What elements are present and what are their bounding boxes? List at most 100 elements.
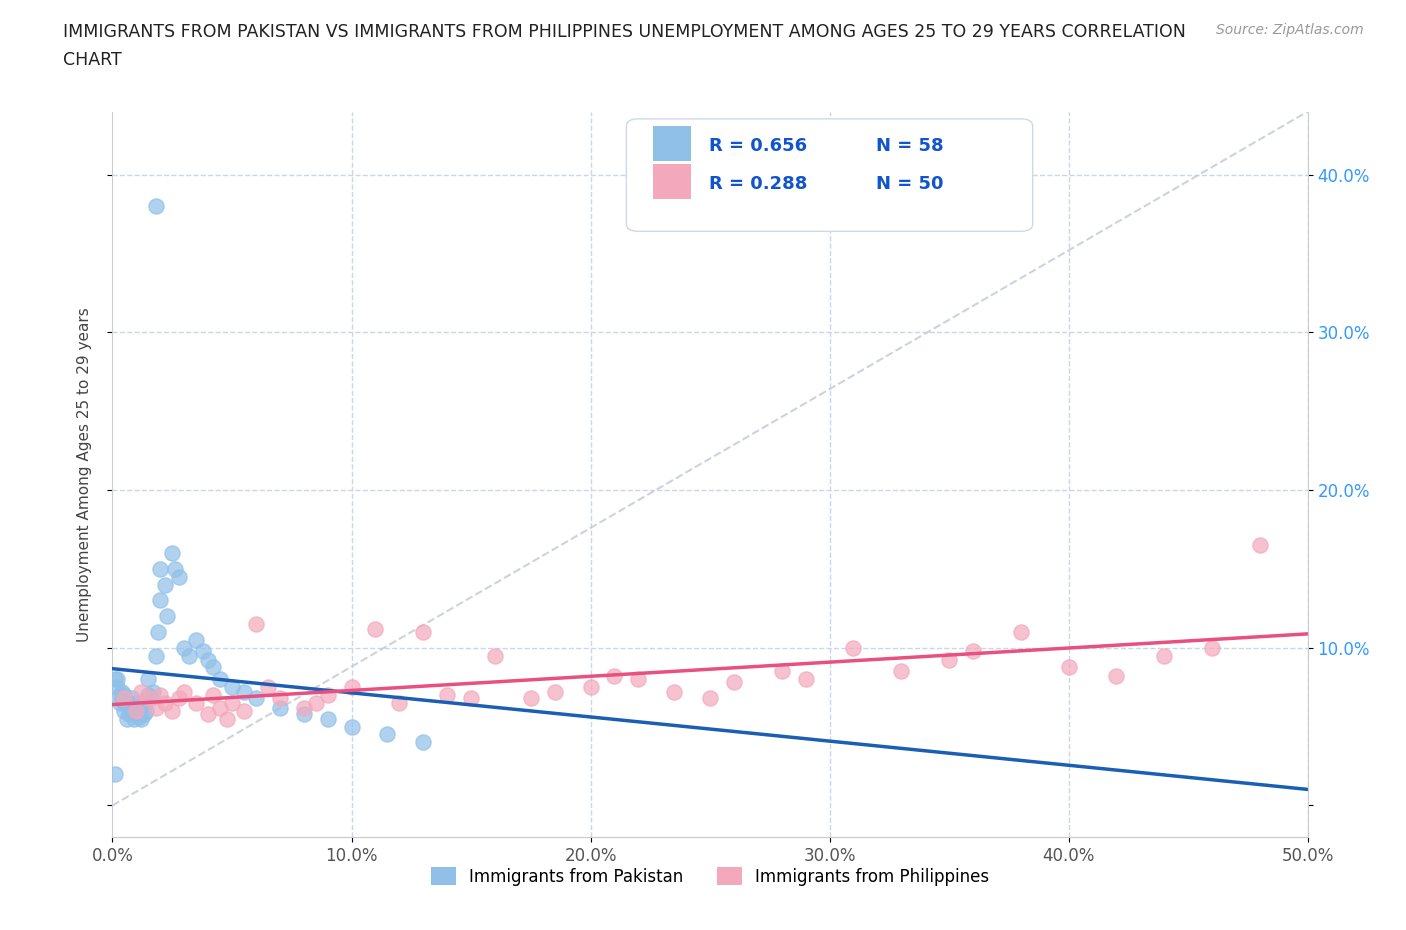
Point bbox=[269, 700, 291, 715]
Point bbox=[1057, 659, 1080, 674]
Point bbox=[269, 691, 291, 706]
Point bbox=[221, 680, 243, 695]
Point bbox=[197, 707, 219, 722]
Point bbox=[186, 696, 208, 711]
Point bbox=[114, 696, 135, 711]
Point bbox=[292, 707, 315, 722]
Point bbox=[377, 727, 399, 742]
Point bbox=[149, 593, 172, 608]
Point bbox=[699, 691, 721, 706]
Point bbox=[340, 680, 363, 695]
Point bbox=[197, 653, 219, 668]
Text: R = 0.656: R = 0.656 bbox=[709, 138, 807, 155]
Point bbox=[627, 671, 650, 686]
Point bbox=[111, 684, 134, 699]
Point bbox=[1249, 538, 1271, 552]
Point bbox=[132, 696, 155, 711]
Point bbox=[723, 675, 745, 690]
Point bbox=[890, 664, 912, 679]
Point bbox=[201, 687, 224, 702]
FancyBboxPatch shape bbox=[627, 119, 1033, 232]
Text: R = 0.288: R = 0.288 bbox=[709, 175, 807, 193]
Point bbox=[121, 703, 143, 718]
Point bbox=[938, 653, 960, 668]
Point bbox=[217, 711, 239, 726]
Y-axis label: Unemployment Among Ages 25 to 29 years: Unemployment Among Ages 25 to 29 years bbox=[77, 307, 91, 642]
FancyBboxPatch shape bbox=[652, 164, 690, 199]
Point bbox=[794, 671, 817, 686]
Point bbox=[105, 680, 128, 695]
Point bbox=[128, 710, 150, 724]
Point bbox=[177, 648, 200, 663]
Point bbox=[142, 684, 165, 699]
Point bbox=[257, 680, 280, 695]
Point bbox=[842, 641, 865, 656]
Point bbox=[129, 700, 152, 715]
Point bbox=[125, 707, 148, 722]
Point bbox=[105, 671, 128, 686]
Point bbox=[233, 684, 256, 699]
Point bbox=[173, 641, 195, 656]
Text: N = 58: N = 58 bbox=[876, 138, 943, 155]
Point bbox=[114, 687, 135, 702]
Text: IMMIGRANTS FROM PAKISTAN VS IMMIGRANTS FROM PHILIPPINES UNEMPLOYMENT AMONG AGES : IMMIGRANTS FROM PAKISTAN VS IMMIGRANTS F… bbox=[63, 23, 1187, 41]
Point bbox=[153, 696, 176, 711]
Point bbox=[245, 617, 267, 631]
Point bbox=[156, 609, 179, 624]
Point bbox=[770, 664, 793, 679]
Point bbox=[412, 625, 434, 640]
Point bbox=[118, 700, 141, 715]
Point bbox=[138, 691, 160, 706]
Point bbox=[201, 659, 224, 674]
Point bbox=[245, 691, 267, 706]
Point bbox=[108, 696, 131, 711]
Point bbox=[145, 700, 167, 715]
Point bbox=[233, 703, 256, 718]
Point bbox=[186, 632, 208, 647]
Point bbox=[163, 562, 186, 577]
Point bbox=[603, 669, 626, 684]
Point bbox=[114, 703, 135, 718]
Point bbox=[169, 569, 191, 584]
Point bbox=[579, 680, 602, 695]
Point bbox=[388, 696, 411, 711]
Point bbox=[209, 700, 232, 715]
Point bbox=[129, 684, 152, 699]
Point bbox=[145, 648, 167, 663]
Text: Source: ZipAtlas.com: Source: ZipAtlas.com bbox=[1216, 23, 1364, 37]
Point bbox=[664, 684, 686, 699]
Point bbox=[169, 691, 191, 706]
Point bbox=[125, 696, 148, 711]
Point bbox=[114, 691, 135, 706]
Point bbox=[1153, 648, 1175, 663]
Point bbox=[138, 671, 160, 686]
Point bbox=[108, 687, 131, 702]
Point bbox=[138, 687, 160, 702]
Point bbox=[149, 562, 172, 577]
Point bbox=[412, 735, 434, 750]
Text: N = 50: N = 50 bbox=[876, 175, 943, 193]
Point bbox=[135, 703, 157, 718]
Point bbox=[316, 687, 339, 702]
Point bbox=[292, 700, 315, 715]
Point bbox=[962, 644, 984, 658]
Point bbox=[146, 625, 169, 640]
Point bbox=[128, 703, 150, 718]
Point bbox=[125, 703, 148, 718]
Point bbox=[193, 644, 215, 658]
Point bbox=[104, 766, 127, 781]
Text: CHART: CHART bbox=[63, 51, 122, 69]
Point bbox=[340, 719, 363, 734]
Point bbox=[520, 691, 543, 706]
Point bbox=[111, 691, 134, 706]
Point bbox=[162, 703, 183, 718]
Point bbox=[149, 687, 172, 702]
Point bbox=[316, 711, 339, 726]
Point bbox=[132, 707, 155, 722]
Point bbox=[104, 671, 127, 686]
Point bbox=[115, 711, 138, 726]
Point bbox=[173, 684, 195, 699]
Point bbox=[139, 691, 162, 706]
Point bbox=[221, 696, 243, 711]
Point bbox=[1010, 625, 1032, 640]
